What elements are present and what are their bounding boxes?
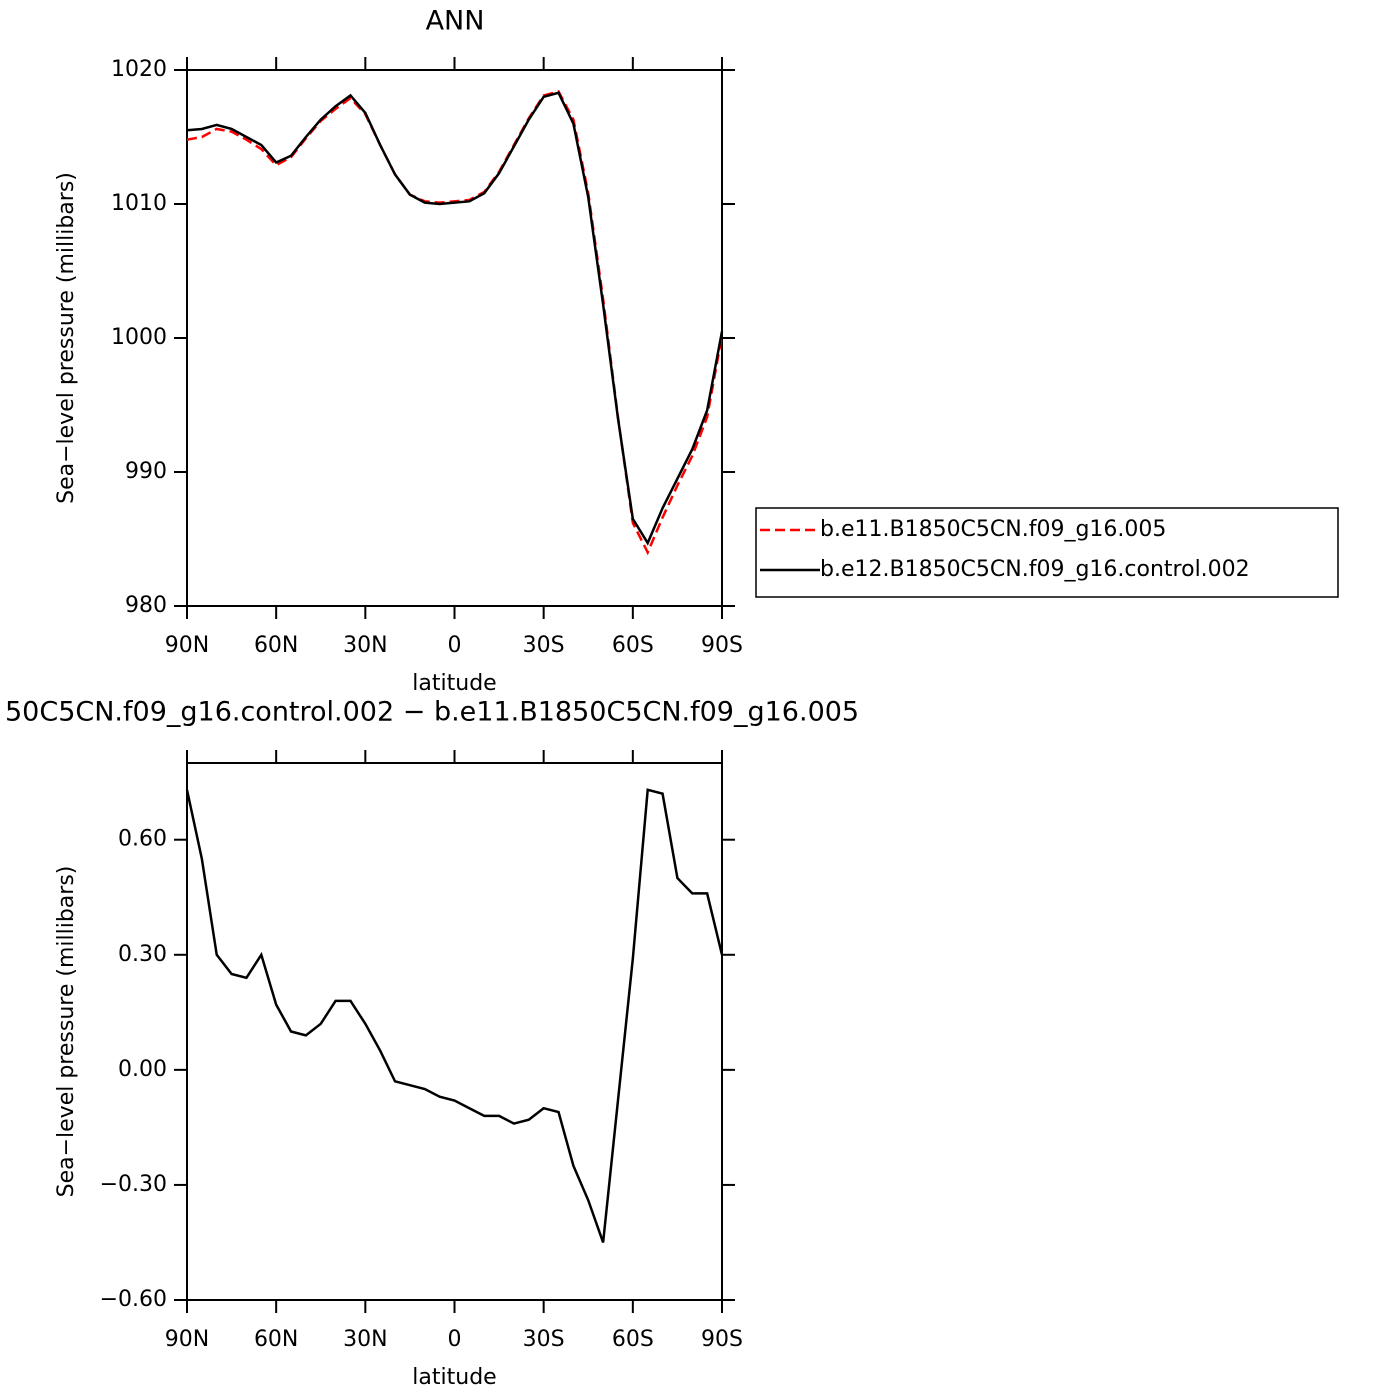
x-tick-label: 30N bbox=[343, 1327, 387, 1352]
x-tick-label: 90S bbox=[701, 633, 743, 658]
y-tick-label: 990 bbox=[125, 459, 167, 484]
legend-label: b.e12.B1850C5CN.f09_g16.control.002 bbox=[820, 557, 1250, 582]
chart-title: ANN bbox=[426, 6, 485, 37]
line bbox=[186, 89, 724, 556]
y-tick-label: 1010 bbox=[111, 191, 167, 216]
x-tick-label: 0 bbox=[448, 633, 462, 658]
y-tick-label: 980 bbox=[125, 593, 167, 618]
line bbox=[185, 788, 724, 1243]
y-axis-label: Sea−level pressure (millibars) bbox=[54, 172, 79, 504]
x-tick-label: 30N bbox=[343, 633, 387, 658]
y-tick-label: −0.60 bbox=[100, 1287, 167, 1312]
x-tick-label: 60S bbox=[612, 1327, 654, 1352]
x-tick-label: 60N bbox=[254, 633, 298, 658]
x-tick-label: 0 bbox=[448, 1327, 462, 1352]
y-tick-label: 0.30 bbox=[118, 942, 167, 967]
x-tick-label: 90S bbox=[701, 1327, 743, 1352]
y-tick-label: −0.30 bbox=[100, 1172, 167, 1197]
chart-title: 50C5CN.f09_g16.control.002 − b.e11.B1850… bbox=[5, 697, 859, 728]
legend-label: b.e11.B1850C5CN.f09_g16.005 bbox=[820, 517, 1166, 542]
y-tick-label: 1020 bbox=[111, 57, 167, 82]
legend-box bbox=[755, 507, 1339, 598]
x-axis-label: latitude bbox=[412, 671, 496, 696]
x-tick-label: 90N bbox=[165, 633, 209, 658]
x-axis-label: latitude bbox=[412, 1365, 496, 1390]
y-tick-label: 0.60 bbox=[118, 827, 167, 852]
x-tick-label: 60S bbox=[612, 633, 654, 658]
x-tick-label: 30S bbox=[523, 633, 565, 658]
y-tick-label: 1000 bbox=[111, 325, 167, 350]
x-tick-label: 90N bbox=[165, 1327, 209, 1352]
x-tick-label: 60N bbox=[254, 1327, 298, 1352]
x-tick-label: 30S bbox=[523, 1327, 565, 1352]
y-axis-label: Sea−level pressure (millibars) bbox=[54, 866, 79, 1198]
line bbox=[186, 91, 724, 546]
y-tick-label: 0.00 bbox=[118, 1057, 167, 1082]
